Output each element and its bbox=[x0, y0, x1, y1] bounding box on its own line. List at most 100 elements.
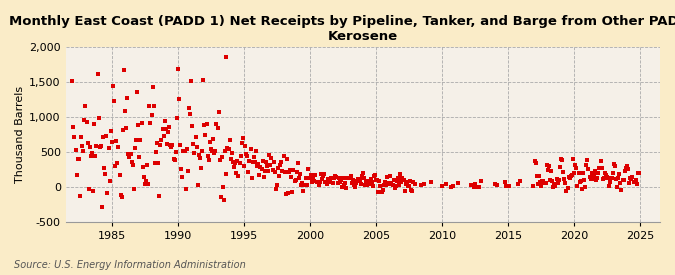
Point bbox=[219, 197, 230, 202]
Point bbox=[86, 154, 97, 158]
Point bbox=[620, 169, 630, 174]
Point bbox=[376, 189, 387, 194]
Point bbox=[334, 180, 345, 185]
Point bbox=[271, 183, 282, 187]
Point bbox=[596, 166, 607, 170]
Point bbox=[554, 178, 564, 183]
Point bbox=[95, 144, 106, 148]
Point bbox=[132, 90, 142, 94]
Point bbox=[262, 163, 273, 168]
Point bbox=[547, 178, 558, 183]
Point bbox=[390, 184, 401, 188]
Point bbox=[584, 175, 595, 180]
Point bbox=[273, 166, 284, 170]
Point bbox=[107, 84, 118, 88]
Point bbox=[292, 161, 303, 165]
Point bbox=[581, 162, 592, 167]
Point bbox=[176, 166, 186, 171]
Point bbox=[371, 178, 381, 183]
Point bbox=[379, 180, 390, 184]
Point bbox=[309, 178, 320, 183]
Point bbox=[346, 174, 356, 178]
Point bbox=[330, 174, 341, 178]
Point bbox=[558, 169, 568, 174]
Point bbox=[531, 161, 541, 166]
Point bbox=[113, 145, 124, 149]
Point bbox=[365, 177, 376, 181]
Point bbox=[372, 178, 383, 182]
Point bbox=[582, 157, 593, 162]
Point bbox=[529, 159, 540, 163]
Point bbox=[215, 195, 226, 199]
Point bbox=[604, 184, 615, 189]
Point bbox=[152, 141, 163, 145]
Point bbox=[317, 177, 327, 181]
Point bbox=[313, 180, 323, 185]
Point bbox=[267, 167, 278, 172]
Point bbox=[287, 190, 298, 195]
Point bbox=[266, 156, 277, 160]
Point bbox=[247, 160, 258, 164]
Point bbox=[121, 126, 132, 130]
Point bbox=[198, 78, 209, 82]
Point bbox=[491, 183, 502, 187]
Point bbox=[335, 178, 346, 182]
Point bbox=[321, 182, 332, 186]
Point bbox=[360, 183, 371, 188]
Y-axis label: Thousand Barrels: Thousand Barrels bbox=[15, 86, 25, 183]
Point bbox=[199, 123, 210, 127]
Point bbox=[238, 163, 249, 168]
Point bbox=[343, 176, 354, 180]
Point bbox=[274, 174, 285, 178]
Point bbox=[289, 178, 300, 183]
Point bbox=[77, 144, 88, 148]
Point bbox=[244, 159, 255, 164]
Point bbox=[191, 145, 202, 149]
Point bbox=[163, 130, 173, 134]
Point bbox=[632, 171, 643, 175]
Point bbox=[93, 116, 104, 120]
Point bbox=[300, 175, 311, 180]
Point bbox=[358, 175, 369, 180]
Point bbox=[296, 183, 306, 187]
Point bbox=[136, 121, 147, 125]
Point bbox=[543, 164, 554, 169]
Point bbox=[474, 185, 485, 190]
Point bbox=[155, 143, 165, 147]
Point bbox=[504, 184, 514, 188]
Point bbox=[608, 162, 619, 167]
Point bbox=[363, 179, 374, 184]
Point bbox=[397, 176, 408, 181]
Point bbox=[589, 173, 599, 178]
Point bbox=[169, 158, 180, 163]
Point bbox=[394, 183, 404, 187]
Point bbox=[221, 172, 232, 176]
Point bbox=[133, 122, 144, 127]
Point bbox=[146, 112, 157, 117]
Point bbox=[389, 186, 400, 190]
Point bbox=[91, 144, 102, 148]
Point bbox=[261, 160, 271, 164]
Point bbox=[318, 174, 329, 178]
Point bbox=[617, 178, 628, 183]
Point bbox=[358, 170, 369, 175]
Point bbox=[339, 183, 350, 187]
Point bbox=[250, 149, 261, 154]
Point bbox=[599, 171, 610, 175]
Point bbox=[86, 151, 97, 155]
Point bbox=[383, 181, 394, 185]
Point bbox=[323, 179, 334, 184]
Point bbox=[233, 174, 244, 178]
Point bbox=[625, 176, 636, 180]
Point bbox=[541, 163, 552, 167]
Point bbox=[208, 136, 219, 141]
Point bbox=[538, 179, 549, 183]
Point bbox=[605, 180, 616, 184]
Point bbox=[117, 128, 128, 132]
Point bbox=[212, 126, 223, 130]
Point bbox=[196, 149, 207, 154]
Point bbox=[398, 178, 409, 182]
Point bbox=[107, 140, 117, 144]
Point bbox=[367, 184, 378, 189]
Point bbox=[356, 174, 367, 179]
